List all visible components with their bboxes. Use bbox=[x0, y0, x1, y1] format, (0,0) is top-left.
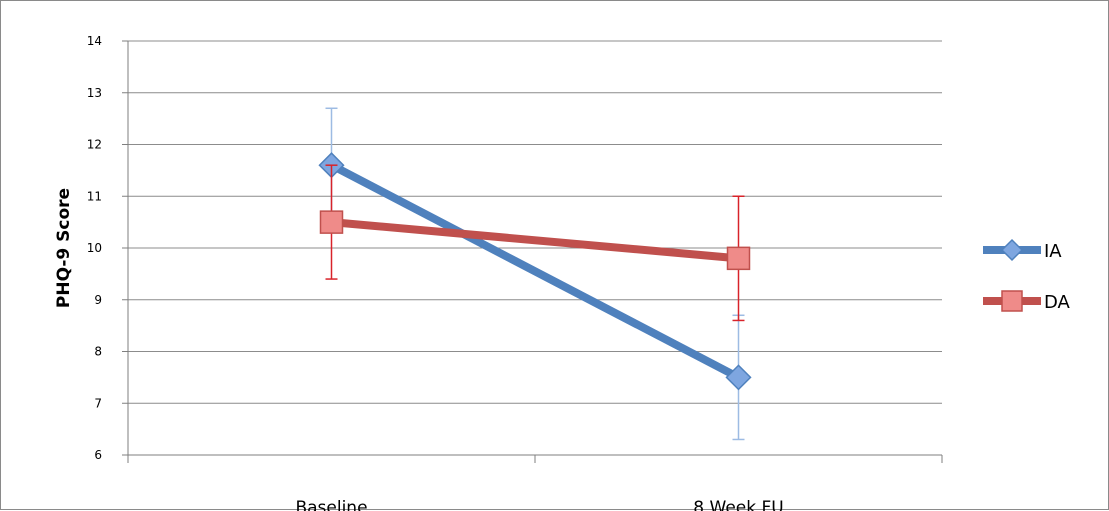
y-tick-label: 10 bbox=[87, 241, 102, 255]
legend-label: IA bbox=[1044, 241, 1062, 262]
x-tick-label: Baseline bbox=[295, 498, 367, 511]
y-tick-label: 9 bbox=[94, 293, 102, 307]
series-line bbox=[329, 161, 741, 381]
y-tick-label: 6 bbox=[94, 448, 102, 462]
data-point bbox=[725, 364, 752, 391]
y-axis-ticks: 6 7 8 9 10 11 12 13 14 bbox=[87, 34, 128, 462]
y-tick-label: 13 bbox=[87, 86, 102, 100]
legend-marker bbox=[1001, 290, 1023, 312]
legend-item-ia: IA bbox=[983, 238, 1062, 262]
legend-label: DA bbox=[1044, 292, 1071, 313]
series-layer bbox=[318, 107, 752, 441]
x-tick-label: 8 Week FU bbox=[693, 498, 783, 511]
series-ia bbox=[318, 107, 752, 441]
y-tick-label: 7 bbox=[94, 396, 102, 410]
data-point bbox=[319, 210, 344, 234]
data-point bbox=[726, 246, 751, 271]
y-tick-label: 12 bbox=[87, 138, 102, 152]
legend-marker bbox=[1000, 238, 1024, 262]
gridlines bbox=[128, 40, 942, 404]
y-tick-label: 11 bbox=[87, 189, 102, 203]
series-da bbox=[319, 164, 751, 322]
x-axis-ticks: Baseline 8 Week FU bbox=[127, 455, 943, 511]
series-line bbox=[331, 218, 739, 263]
y-tick-label: 8 bbox=[94, 345, 102, 359]
legend-item-da: DA bbox=[983, 290, 1071, 313]
y-axis-label: PHQ-9 Score bbox=[54, 188, 74, 308]
y-tick-label: 14 bbox=[87, 34, 102, 48]
legend: IA DA bbox=[983, 238, 1071, 313]
